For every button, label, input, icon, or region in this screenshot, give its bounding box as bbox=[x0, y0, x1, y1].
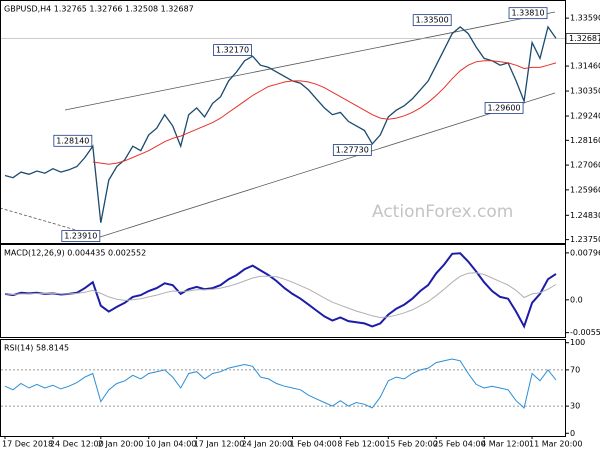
price-annotation: 1.33500 bbox=[416, 16, 449, 25]
panel-frame bbox=[0, 244, 566, 338]
x-tick-label: 24 Dec 12:00 bbox=[50, 440, 104, 449]
y-tick-label: 1.33590 bbox=[570, 14, 600, 23]
panel-frame bbox=[0, 0, 566, 244]
x-tick-label: 17 Dec 2018 bbox=[2, 440, 53, 449]
y-tick-label: 1.24830 bbox=[570, 211, 600, 220]
price-annotation: 1.33810 bbox=[511, 9, 544, 18]
y-tick-label: 100 bbox=[570, 338, 585, 347]
price-annotation-box bbox=[332, 144, 372, 156]
channel-lower bbox=[99, 92, 556, 238]
y-tick-label: -0.005559 bbox=[570, 328, 600, 337]
price-annotation-box bbox=[213, 44, 252, 56]
panel-title: MACD(12,26,9) 0.004435 0.002552 bbox=[4, 249, 146, 258]
last-price-box bbox=[565, 33, 600, 44]
series-line bbox=[4, 252, 557, 329]
series-line bbox=[4, 25, 557, 223]
price-annotation-box bbox=[61, 230, 101, 242]
y-tick-label: 1.25960 bbox=[570, 185, 600, 194]
series-line bbox=[92, 60, 557, 165]
y-tick-label: 0.0 bbox=[570, 295, 583, 304]
price-annotation-box bbox=[53, 134, 93, 147]
y-tick-label: 1.30350 bbox=[570, 87, 600, 96]
price-annotation: 1.29600 bbox=[488, 103, 521, 112]
y-tick-label: 1.31460 bbox=[570, 62, 600, 71]
y-tick-label: 1.28160 bbox=[570, 136, 600, 145]
x-tick-label: 2 Jan 20:00 bbox=[98, 440, 144, 449]
x-tick-label: 11 Mar 20:00 bbox=[529, 440, 582, 449]
x-tick-label: 24 Jan 20:00 bbox=[242, 440, 293, 449]
price-annotation-box bbox=[484, 102, 524, 114]
y-tick-label: 30 bbox=[570, 402, 580, 411]
y-tick-label: 1.27060 bbox=[570, 161, 600, 170]
price-annotation-box bbox=[412, 14, 452, 27]
x-tick-label: 10 Jan 04:00 bbox=[146, 440, 197, 449]
panel-frame bbox=[0, 339, 566, 437]
x-tick-label: 17 Jan 12:00 bbox=[194, 440, 245, 449]
panel-title: GBPUSD,H4 1.32765 1.32766 1.32508 1.3268… bbox=[4, 5, 194, 14]
price-annotation: 1.27730 bbox=[336, 146, 369, 155]
channel-upper bbox=[64, 11, 556, 111]
price-annotation: 1.23910 bbox=[64, 232, 97, 241]
series-line bbox=[4, 358, 557, 409]
x-tick-label: 25 Feb 04:00 bbox=[433, 440, 485, 449]
x-tick-label: 4 Mar 12:00 bbox=[481, 440, 529, 449]
panel-title: RSI(14) 58.8145 bbox=[4, 344, 69, 353]
y-tick-label: 0.007963 bbox=[570, 248, 600, 257]
y-tick-label: 1.29240 bbox=[570, 112, 600, 121]
x-tick-label: 1 Feb 04:00 bbox=[289, 440, 336, 449]
x-tick-label: 8 Feb 12:00 bbox=[337, 440, 384, 449]
price-annotation-box bbox=[508, 7, 548, 20]
y-tick-label: 1.23750 bbox=[570, 235, 600, 244]
price-annotation: 1.32170 bbox=[216, 46, 249, 55]
series-line bbox=[4, 272, 557, 319]
x-tick-label: 15 Feb 20:00 bbox=[385, 440, 437, 449]
last-price-label: 1.32687 bbox=[569, 34, 600, 43]
y-tick-label: 0 bbox=[570, 429, 575, 438]
y-tick-label: 70 bbox=[570, 365, 580, 374]
watermark: ActionForex.com bbox=[372, 202, 513, 222]
price-annotation: 1.28140 bbox=[56, 136, 89, 145]
